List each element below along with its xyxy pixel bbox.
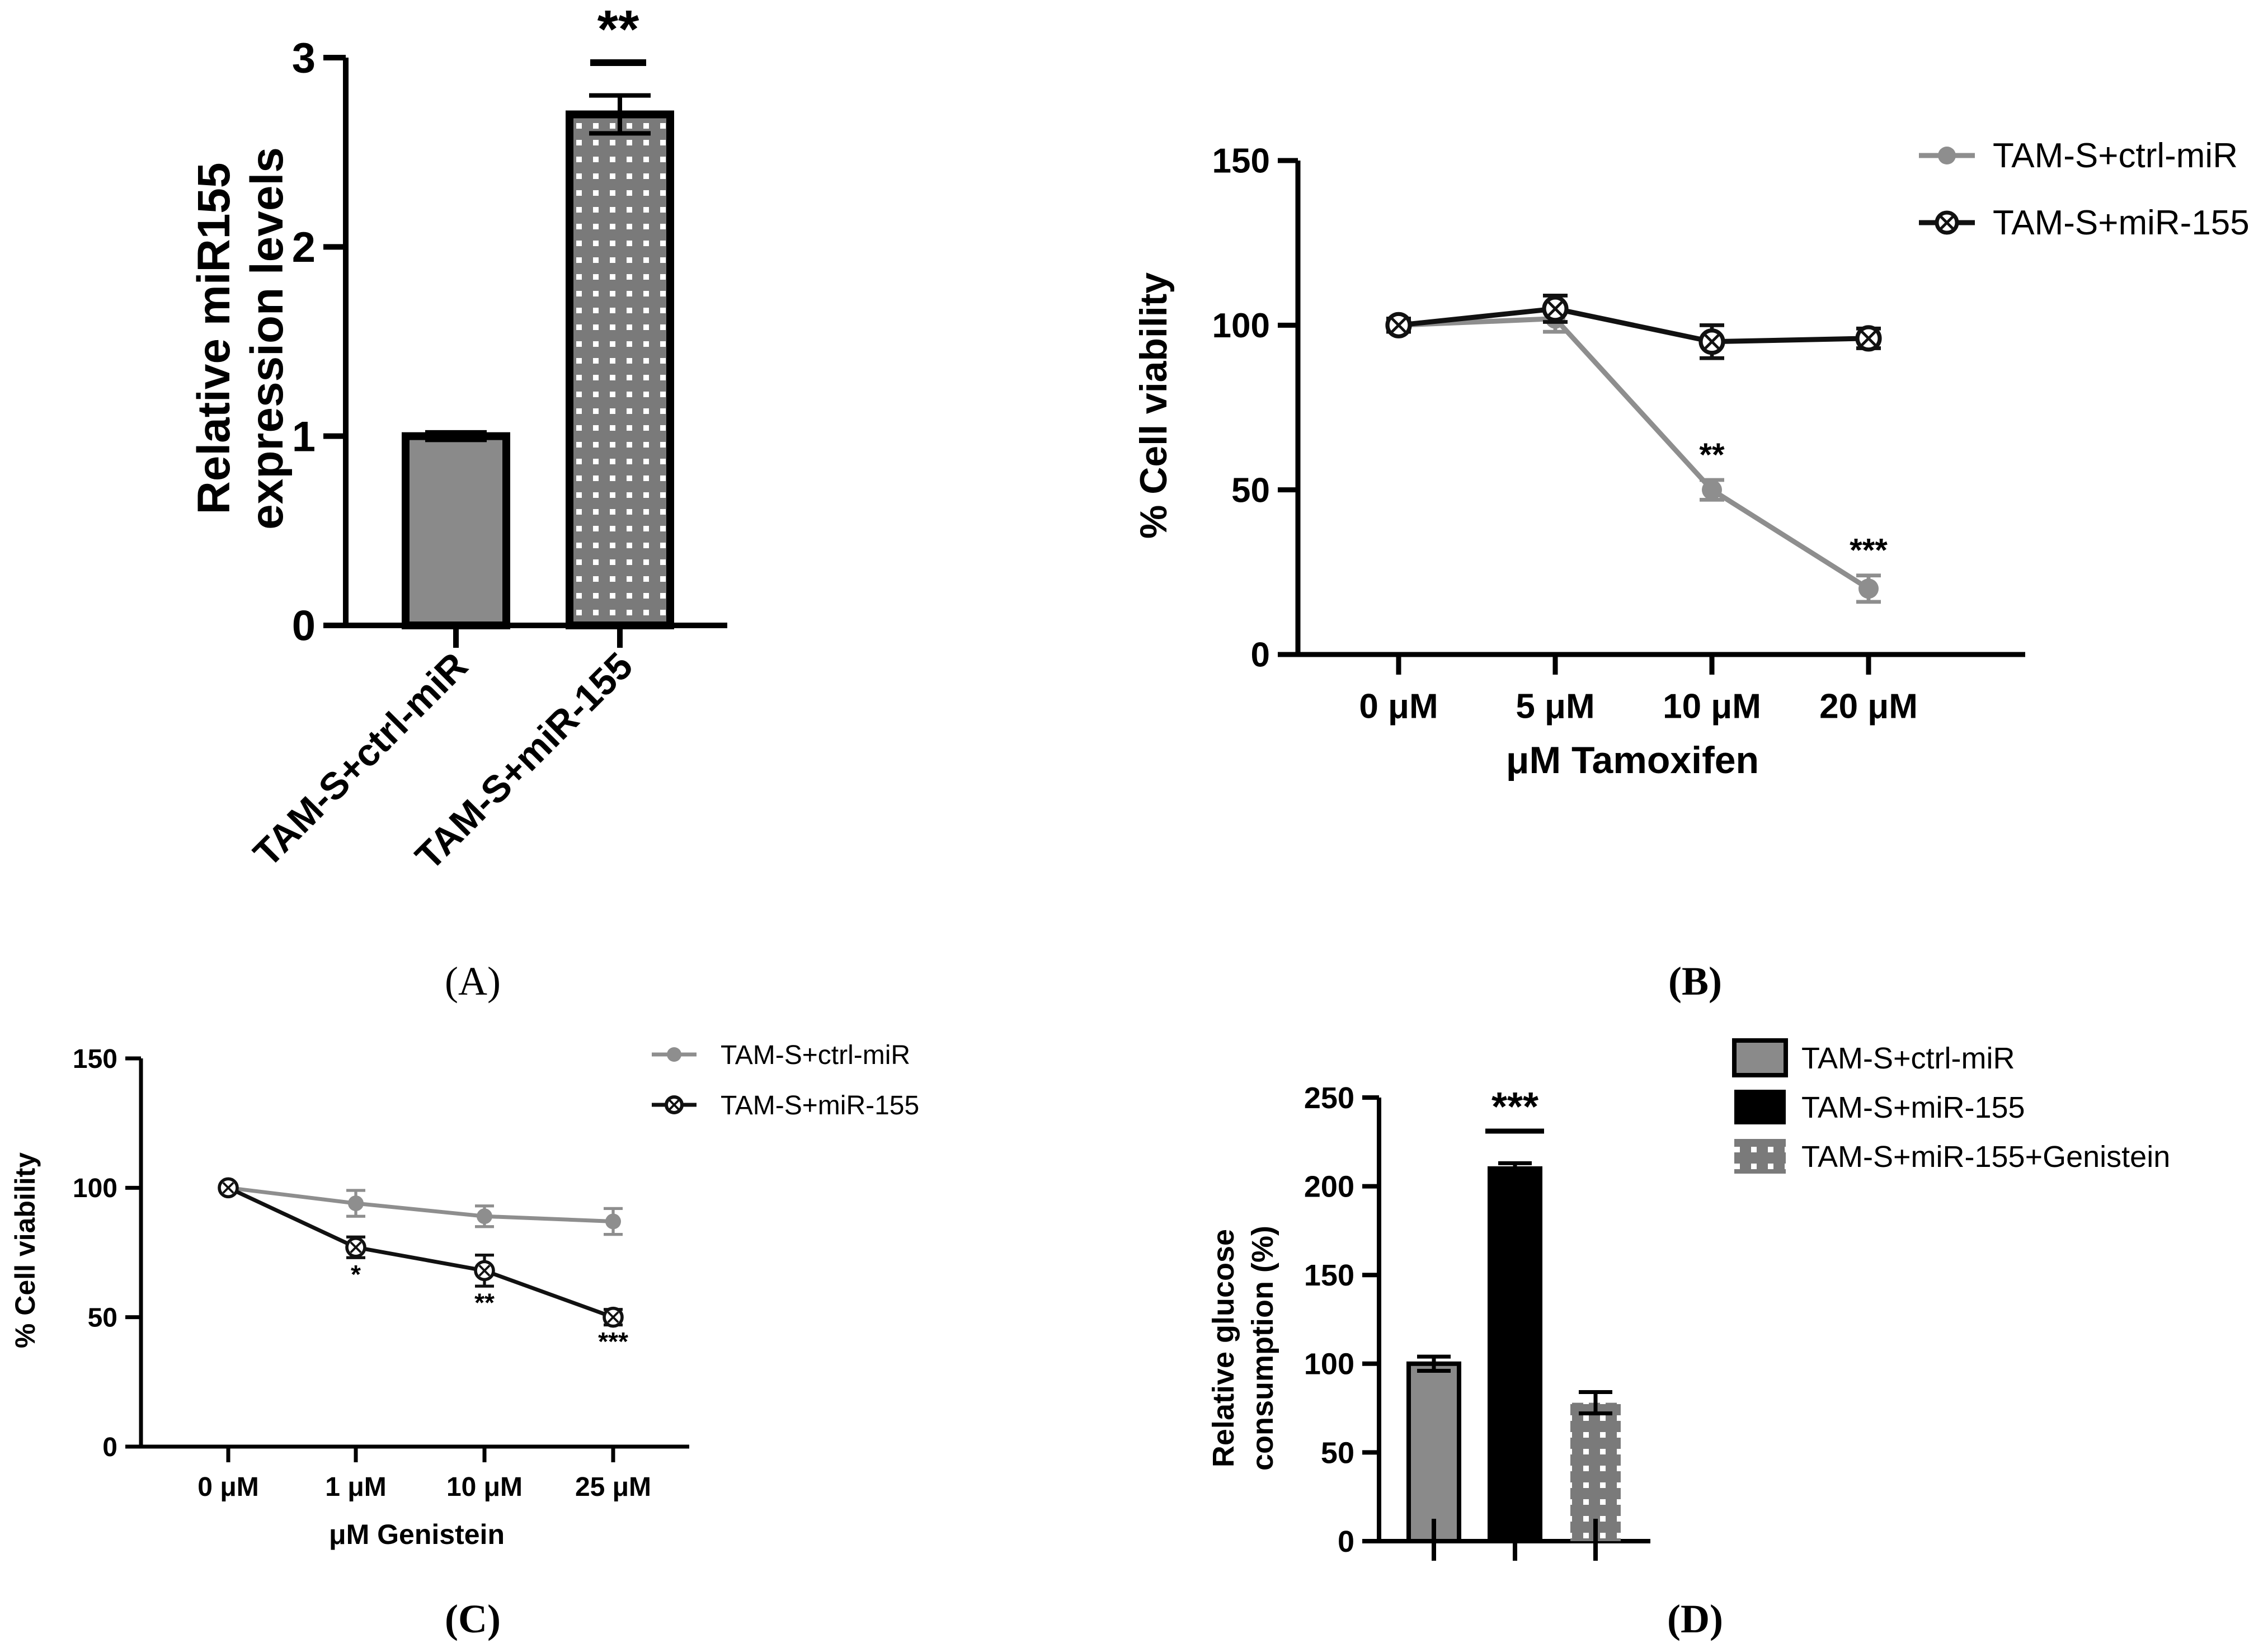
panel-c-series-1-line xyxy=(227,1186,614,1319)
panel-c-legend-label-1: TAM-S+miR-155 xyxy=(721,1091,919,1120)
panel-d-ylabel-line2: consumption (%) xyxy=(1246,1226,1279,1471)
panel-c-series-1-annotation-3: *** xyxy=(598,1327,628,1356)
panel-c-legend-marker-0 xyxy=(667,1047,681,1062)
panel-c-series-1-point-1 xyxy=(345,1236,366,1258)
panel-c-series-0-line xyxy=(228,1185,614,1223)
panel-b-legend-label-1: TAM-S+miR-155 xyxy=(1993,204,2250,242)
panel-a-ylabel-line1: Relative miR155 xyxy=(189,162,239,514)
panel-b-series-1-point-1 xyxy=(1542,295,1569,322)
panel-b-xtick-label-1: 5 μM xyxy=(1516,688,1594,726)
panel-c-series-1-point-3 xyxy=(603,1306,624,1328)
panel-b-series-0-line xyxy=(1398,316,1870,591)
panel-b-series-1-line xyxy=(1398,306,1869,345)
panel-b-line-chart: % Cell viability μM Tamoxifen 0 50 100 150 0… xyxy=(1132,136,2250,781)
panel-c-series-0-point-2 xyxy=(477,1208,492,1225)
panel-b-series-0-annotation-3: *** xyxy=(1850,533,1888,569)
panel-d-legend-label-0: TAM-S+ctrl-miR xyxy=(1801,1042,2015,1075)
panel-d-bar-0 xyxy=(1406,1361,1461,1544)
panel-d-bar-1 xyxy=(1488,1166,1542,1543)
panel-a-ytick-label-3: 3 xyxy=(292,35,316,82)
panel-c-ytick-label-2: 100 xyxy=(73,1174,117,1203)
panel-b-legend-marker-1 xyxy=(1935,210,1959,235)
panel-d-ytick-label-2: 100 xyxy=(1304,1348,1354,1381)
panel-a-bar-1 xyxy=(566,110,674,629)
panel-c-ytick-label-1: 50 xyxy=(88,1303,117,1332)
panel-d-ytick-label-4: 200 xyxy=(1304,1170,1354,1204)
panel-c-series-1-point-2 xyxy=(474,1260,495,1282)
panel-a-label: (A) xyxy=(445,959,501,1004)
panel-c-xtick-label-0: 0 μM xyxy=(197,1472,258,1502)
panel-d-label: (D) xyxy=(1667,1597,1723,1641)
panel-a-ytick-label-2: 2 xyxy=(292,224,316,271)
panel-b-legend-label-0: TAM-S+ctrl-miR xyxy=(1993,136,2238,175)
panel-c-series-1-annotation-1: * xyxy=(351,1260,361,1289)
panel-c-series-0-point-1 xyxy=(348,1195,364,1212)
panel-c-ytick-label-0: 0 xyxy=(102,1433,117,1462)
panel-b-series-1-point-0 xyxy=(1385,312,1412,338)
panel-d-ylabel-line1: Relative glucose xyxy=(1207,1229,1240,1467)
panel-c-series-1-point-0 xyxy=(218,1177,239,1199)
panel-d-significance: *** xyxy=(1491,1085,1538,1129)
panel-d-bar-2 xyxy=(1570,1402,1621,1541)
panel-b-series-0-point-3 xyxy=(1858,578,1879,599)
panel-d-legend-swatch-1 xyxy=(1734,1090,1786,1124)
panel-a-ylabel-line2: expression levels xyxy=(242,147,293,530)
panel-d-legend: TAM-S+ctrl-miR TAM-S+miR-155 TAM-S+miR-1… xyxy=(1732,1038,2170,1174)
panel-b-series-1-point-2 xyxy=(1698,328,1725,355)
panel-d-ytick-label-0: 0 xyxy=(1338,1525,1354,1558)
panel-a-ytick-label-0: 0 xyxy=(292,602,316,650)
panel-a-bar-0 xyxy=(402,432,510,630)
panel-c-legend-marker-1 xyxy=(665,1095,684,1114)
panel-c-line-chart: % Cell viability μM Genistein 0 50 100 150 0… xyxy=(10,1040,919,1550)
panel-d-legend-swatch-2 xyxy=(1734,1139,1786,1174)
panel-b-xtick-label-3: 20 μM xyxy=(1819,688,1918,726)
panel-c-xtick-label-3: 25 μM xyxy=(575,1472,651,1502)
panel-d-ytick-label-1: 50 xyxy=(1321,1436,1354,1470)
panel-d-bar-chart: Relative glucose consumption (%) 0 50 100 1… xyxy=(1207,1038,2170,1561)
panel-b-ytick-label-3: 150 xyxy=(1212,142,1270,181)
panel-b-series-0-point-2 xyxy=(1702,479,1722,500)
panel-d-legend-swatch-0 xyxy=(1732,1038,1788,1077)
panel-b-xtick-label-0: 0 μM xyxy=(1359,688,1438,726)
panel-b-ytick-label-2: 100 xyxy=(1212,307,1270,345)
panel-b-ylabel: % Cell viability xyxy=(1132,272,1175,539)
panel-c-xtick-label-1: 1 μM xyxy=(325,1472,386,1502)
panel-d-ytick-label-3: 150 xyxy=(1304,1259,1354,1292)
panel-b-ytick-label-1: 50 xyxy=(1231,471,1270,510)
panel-c-ylabel: % Cell viability xyxy=(10,1152,41,1348)
panel-d-ytick-label-5: 250 xyxy=(1304,1081,1354,1115)
panel-c-legend: TAM-S+ctrl-miR TAM-S+miR-155 xyxy=(652,1040,919,1120)
panel-c-series-0-point-3 xyxy=(605,1213,621,1230)
panel-b-legend-marker-0 xyxy=(1938,147,1956,164)
panel-c-ytick-label-3: 150 xyxy=(73,1044,117,1074)
panel-c-label: (C) xyxy=(445,1597,501,1641)
panel-b-legend: TAM-S+ctrl-miR TAM-S+miR-155 xyxy=(1919,136,2250,242)
panel-d-legend-label-1: TAM-S+miR-155 xyxy=(1801,1091,2025,1124)
panel-b-xtick-label-2: 10 μM xyxy=(1663,688,1761,726)
panel-c-xlabel: μM Genistein xyxy=(329,1519,505,1550)
panel-c-xtick-label-2: 10 μM xyxy=(446,1472,523,1502)
panel-b-series-0-annotation-2: ** xyxy=(1699,437,1725,473)
panel-b-series-1-point-3 xyxy=(1855,325,1882,352)
panel-b-ytick-label-0: 0 xyxy=(1251,636,1270,675)
panel-c-legend-label-0: TAM-S+ctrl-miR xyxy=(721,1040,910,1070)
panel-a-ytick-label-1: 1 xyxy=(292,413,316,460)
panel-b-label: (B) xyxy=(1668,959,1722,1004)
panel-d-legend-label-2: TAM-S+miR-155+Genistein xyxy=(1801,1140,2170,1174)
panel-b-xlabel: μM Tamoxifen xyxy=(1506,739,1759,781)
panel-c-series-1-annotation-2: ** xyxy=(474,1288,495,1317)
panel-a-significance: ** xyxy=(597,0,639,59)
